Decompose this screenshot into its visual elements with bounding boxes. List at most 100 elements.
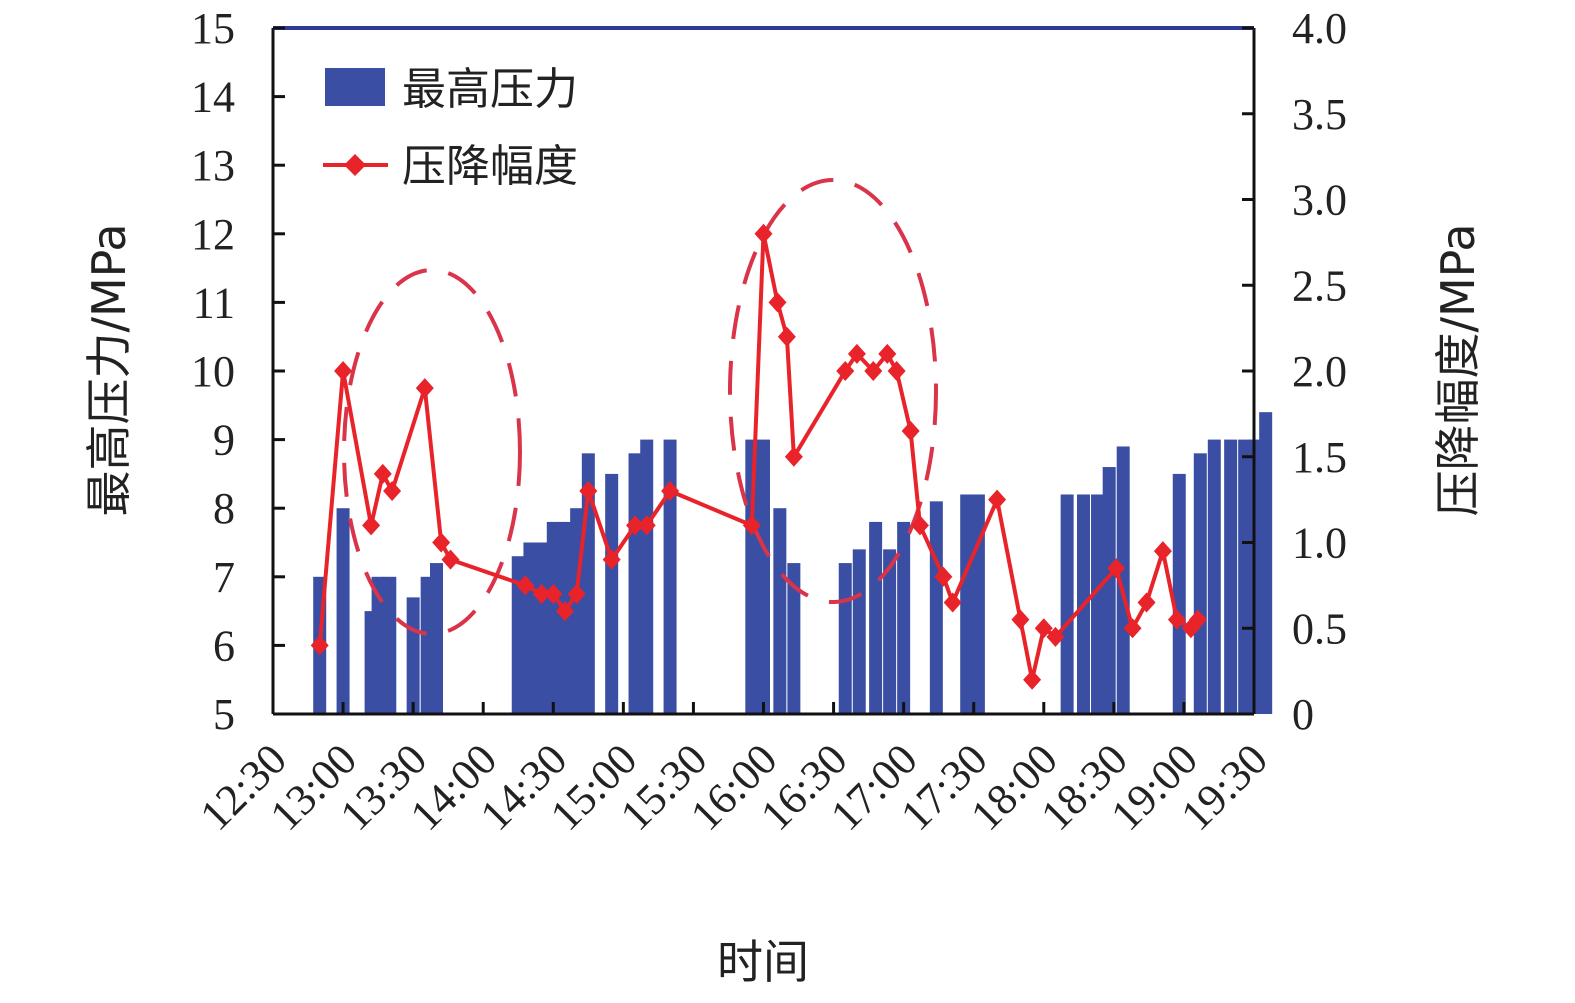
line-point [567,583,586,604]
line-point [661,481,680,502]
bar [773,508,787,714]
bar [1259,412,1273,714]
line-point [362,515,381,536]
line-point [383,481,402,502]
y-left-tick-label: 11 [193,278,235,327]
line-point [637,515,656,536]
line-point [441,549,460,570]
plot-frame [271,26,1256,716]
bar [838,563,852,714]
line-point [1034,618,1053,639]
bar [1193,453,1207,714]
line-point [579,481,598,502]
bar [523,542,537,714]
y-left-tick-label: 7 [213,553,235,602]
line-point [310,635,329,656]
line-point [777,326,796,347]
y-left-tick-label: 9 [213,416,235,465]
bar [1207,439,1221,714]
line-point [910,515,929,536]
y-right-tick-label: 4.0 [1292,4,1347,53]
line-point [1167,609,1186,630]
line-point [934,566,953,587]
line-point [878,343,897,364]
y-left-tick-label: 12 [191,210,235,259]
line-point [516,575,535,596]
bar [406,597,420,714]
y-left-tick-label: 8 [213,484,235,533]
line-point [754,223,773,244]
line-point [626,515,645,536]
bar [929,501,943,714]
y-right-tick-label: 1.5 [1292,433,1347,482]
line-point [864,361,883,381]
y-left-tick-label: 14 [191,73,235,122]
bar [1224,439,1238,714]
y-left-tick-label: 5 [213,690,235,739]
line-point [943,592,962,613]
y-left-tick-label: 15 [191,4,235,53]
line-point [901,421,920,442]
line-point [784,446,803,467]
line-point [555,601,574,622]
bar [663,439,677,714]
bar [546,521,560,714]
bar [1102,467,1116,714]
line-point [1046,626,1065,647]
bar [628,453,642,714]
legend-line-label: 压降幅度 [402,141,578,192]
bar [640,439,654,714]
bar [383,576,397,714]
y-axis-left-title: 最高压力/MPa [82,223,136,516]
y-axis-right-title: 压降幅度/MPa [1431,223,1485,516]
bar [430,563,443,714]
axis-ticks: 5 6 7 8 9 10 11 12 13 14 15 0 0.5 1.0 1.5 2.0 2.5 3.0 3.5 4… [191,4,1347,840]
line-point [1023,669,1042,690]
legend-bar-swatch [325,68,385,106]
x-axis-title: 时间 [717,935,809,989]
bar [511,556,525,714]
bar [897,521,911,714]
line-point [334,361,353,381]
bar [535,542,549,714]
y-left-tick-label: 13 [191,141,235,190]
line-point [836,361,855,381]
legend: 最高压力 压降幅度 [323,64,578,192]
line-point [544,583,563,604]
legend-bar-label: 最高压力 [402,64,578,115]
line-point [415,378,434,399]
line-point [1137,592,1156,613]
highlight-ellipse-right [728,178,938,604]
line-point [742,515,761,536]
line-point [988,489,1007,510]
y-left-tick-label: 10 [191,347,235,396]
line-point [1107,558,1126,579]
bar [371,576,385,714]
bar [757,439,770,714]
bar [787,563,801,714]
line-point [532,583,551,604]
y-right-tick-label: 2.0 [1292,347,1347,396]
line-point [887,361,906,381]
y-right-tick-label: 2.5 [1292,261,1347,310]
bar [1091,494,1105,714]
line-point [768,292,787,313]
bar [745,439,759,714]
bar [883,549,897,714]
legend-line-marker [344,154,366,176]
highlight-ellipses [342,178,938,636]
y-right-tick-label: 0.5 [1292,604,1347,653]
y-right-tick-label: 3.5 [1292,90,1347,139]
line-point [1123,618,1142,639]
line-point [847,343,866,364]
bar [1116,446,1130,714]
line-point [1011,609,1030,630]
line-point [1153,541,1172,562]
y-right-tick-label: 3.0 [1292,176,1347,225]
line-point [1188,609,1207,630]
y-right-tick-label: 0 [1292,690,1314,739]
bar [1172,473,1186,714]
y-right-tick-label: 1.0 [1292,519,1347,568]
line-point [602,549,621,570]
